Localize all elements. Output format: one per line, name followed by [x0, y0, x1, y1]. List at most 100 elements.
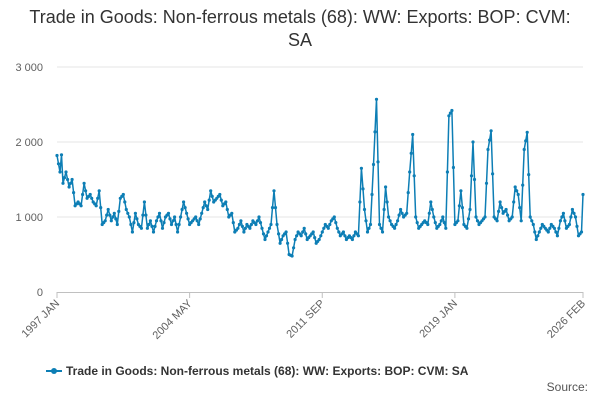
data-point[interactable] — [286, 241, 290, 245]
data-point[interactable] — [237, 222, 241, 227]
data-point[interactable] — [396, 219, 400, 223]
data-point[interactable] — [269, 222, 273, 227]
data-point[interactable] — [258, 221, 263, 225]
data-point[interactable] — [528, 215, 532, 219]
data-point[interactable] — [67, 185, 71, 189]
data-point[interactable] — [180, 207, 184, 212]
data-point[interactable] — [326, 226, 330, 230]
data-point[interactable] — [510, 215, 514, 219]
data-point[interactable] — [154, 219, 159, 223]
data-point[interactable] — [280, 237, 284, 242]
data-point[interactable] — [81, 192, 85, 197]
data-point[interactable] — [337, 230, 341, 234]
data-point[interactable] — [350, 237, 354, 242]
data-point[interactable] — [257, 215, 261, 219]
data-point[interactable] — [495, 219, 499, 223]
data-point[interactable] — [516, 192, 520, 197]
data-point[interactable] — [115, 222, 119, 227]
data-point[interactable] — [408, 170, 412, 174]
legend[interactable]: Trade in Goods: Non-ferrous metals (68):… — [46, 362, 468, 380]
data-point[interactable] — [557, 226, 561, 230]
data-point[interactable] — [405, 211, 409, 215]
data-point[interactable] — [162, 221, 166, 225]
data-point[interactable] — [460, 206, 464, 210]
data-point[interactable] — [426, 222, 430, 227]
data-point[interactable] — [132, 221, 136, 225]
data-point[interactable] — [469, 174, 474, 178]
data-point[interactable] — [552, 226, 557, 230]
data-point[interactable] — [429, 200, 433, 204]
data-point[interactable] — [302, 226, 306, 230]
data-point[interactable] — [225, 207, 229, 212]
data-point[interactable] — [72, 191, 76, 195]
data-point[interactable] — [491, 172, 495, 176]
data-point[interactable] — [332, 215, 336, 219]
data-point[interactable] — [126, 211, 130, 215]
data-point[interactable] — [103, 219, 107, 223]
data-point[interactable] — [474, 215, 478, 219]
data-point[interactable] — [124, 207, 128, 212]
data-point[interactable] — [151, 230, 156, 234]
data-point[interactable] — [160, 226, 165, 230]
data-point[interactable] — [121, 192, 125, 197]
data-point[interactable] — [284, 230, 288, 234]
data-point[interactable] — [135, 217, 139, 221]
data-point[interactable] — [198, 217, 202, 221]
data-point[interactable] — [406, 191, 410, 195]
data-point[interactable] — [292, 246, 296, 250]
data-point[interactable] — [59, 153, 64, 157]
data-point[interactable] — [204, 204, 208, 208]
data-point[interactable] — [546, 230, 550, 234]
data-point[interactable] — [177, 222, 181, 227]
data-point[interactable] — [230, 211, 234, 215]
data-point[interactable] — [301, 230, 305, 234]
data-point[interactable] — [148, 219, 152, 223]
data-point[interactable] — [320, 230, 324, 234]
data-point[interactable] — [182, 200, 186, 204]
data-point[interactable] — [263, 237, 267, 242]
data-point[interactable] — [123, 200, 127, 204]
data-point[interactable] — [450, 108, 454, 113]
data-point[interactable] — [356, 234, 360, 238]
data-point[interactable] — [471, 140, 475, 144]
data-point[interactable] — [343, 234, 347, 238]
data-point[interactable] — [62, 176, 67, 180]
data-point[interactable] — [206, 207, 210, 212]
data-point[interactable] — [379, 226, 383, 230]
data-point[interactable] — [79, 204, 83, 208]
data-point[interactable] — [531, 222, 535, 227]
data-point[interactable] — [183, 206, 187, 210]
data-point[interactable] — [554, 230, 558, 234]
data-point[interactable] — [290, 254, 294, 258]
data-point[interactable] — [567, 222, 572, 227]
data-point[interactable] — [144, 213, 148, 217]
data-point[interactable] — [84, 189, 88, 193]
data-point[interactable] — [466, 217, 471, 221]
data-point[interactable] — [518, 206, 522, 210]
data-point[interactable] — [64, 170, 68, 174]
data-point[interactable] — [548, 226, 552, 230]
data-point[interactable] — [397, 213, 401, 217]
data-point[interactable] — [362, 207, 367, 212]
data-point[interactable] — [361, 187, 365, 191]
data-point[interactable] — [266, 230, 270, 234]
data-point[interactable] — [176, 230, 180, 234]
data-point[interactable] — [219, 198, 223, 202]
data-point[interactable] — [448, 111, 452, 115]
data-point[interactable] — [186, 217, 190, 221]
data-point[interactable] — [335, 226, 339, 230]
data-point[interactable] — [534, 237, 538, 242]
data-point[interactable] — [169, 222, 174, 227]
data-point[interactable] — [364, 219, 368, 223]
data-point[interactable] — [106, 207, 110, 212]
data-point[interactable] — [472, 177, 477, 182]
data-point[interactable] — [248, 226, 252, 230]
data-point[interactable] — [203, 200, 207, 204]
data-point[interactable] — [380, 230, 385, 234]
data-point[interactable] — [387, 215, 391, 219]
data-point[interactable] — [388, 219, 392, 223]
data-point[interactable] — [159, 219, 163, 223]
data-point[interactable] — [197, 222, 201, 227]
data-point[interactable] — [488, 138, 492, 142]
data-point[interactable] — [317, 237, 321, 242]
